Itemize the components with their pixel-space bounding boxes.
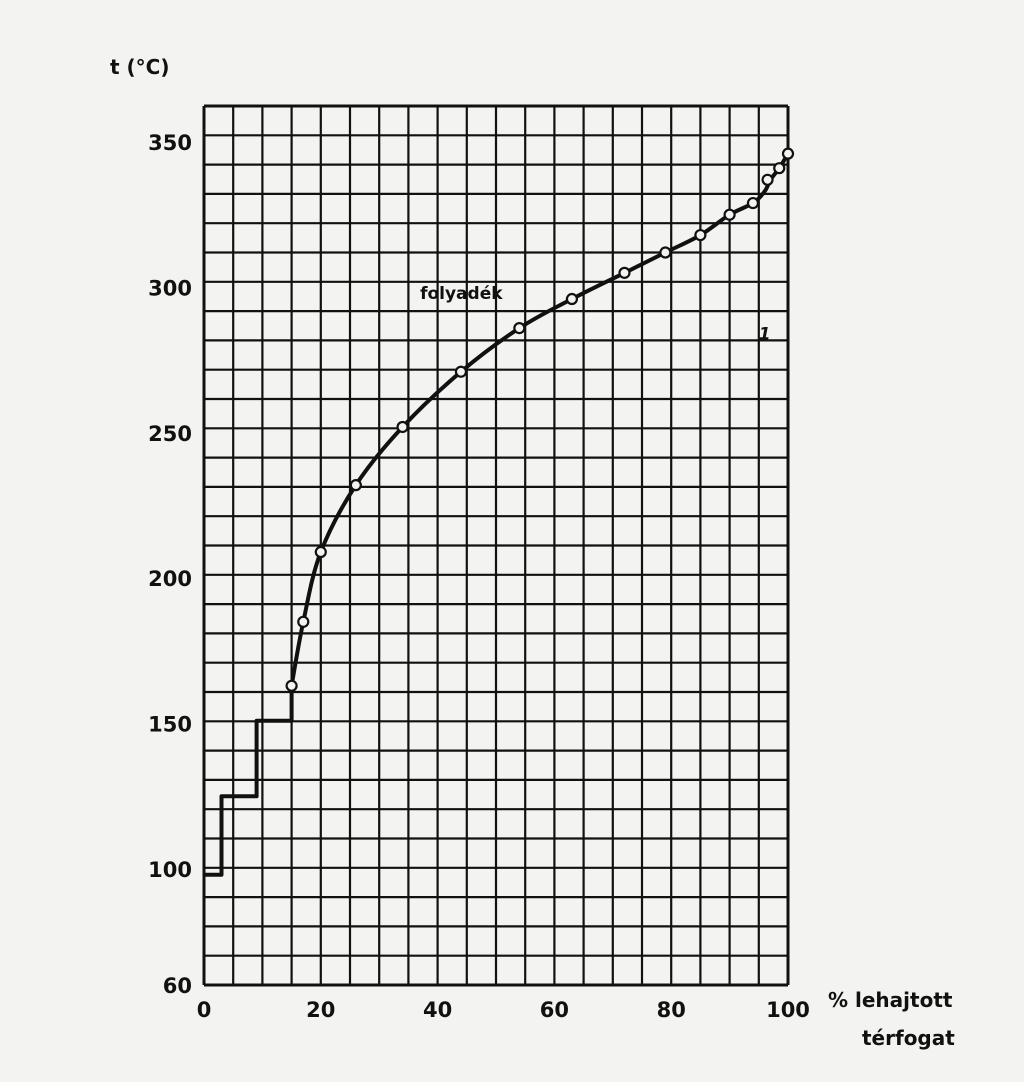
x-tick-label: 80 [657,998,686,1022]
data-point [694,228,707,242]
annotations: folyadék 1 [420,284,771,345]
y-tick-label: 60 [163,974,192,998]
data-point [659,246,672,259]
y-axis-label: t (°C) [110,55,169,79]
data-point [618,266,631,279]
x-axis-label-line2: térfogat [862,1026,955,1050]
data-point [285,679,298,692]
data-point [773,162,786,175]
data-point [513,322,526,335]
annotation-label: 1 [759,325,771,345]
data-point [297,615,310,628]
grid [202,104,790,987]
y-tick-label: 200 [148,567,192,591]
data-point [746,196,760,210]
y-tick-label: 350 [148,131,192,155]
data-point [723,208,736,221]
x-tick-label: 40 [423,998,452,1022]
x-tick-label: 0 [197,998,212,1022]
y-tick-label: 150 [148,713,192,737]
data-point [565,292,579,306]
data-point [781,147,795,160]
y-tick-label: 250 [148,422,192,446]
series-line [204,685,294,877]
x-axis-label-line1: % lehajtott [828,988,953,1012]
y-tick-label: 100 [148,858,192,882]
data-point [396,420,409,434]
data-point [454,365,468,378]
markers-group [285,147,795,692]
x-tick-label: 100 [766,998,810,1022]
data-point [349,479,362,492]
data-point [314,545,327,559]
series-group [204,152,790,877]
series-line [289,152,790,687]
x-tick-label: 60 [540,998,569,1022]
y-tick-label: 300 [148,276,192,300]
tick-labels: 60 100 150 200 250 300 350 0 20 40 60 80 100 [148,131,810,1022]
data-point [761,173,774,186]
annotation-label: folyadék [420,284,503,304]
x-tick-label: 20 [306,998,335,1022]
